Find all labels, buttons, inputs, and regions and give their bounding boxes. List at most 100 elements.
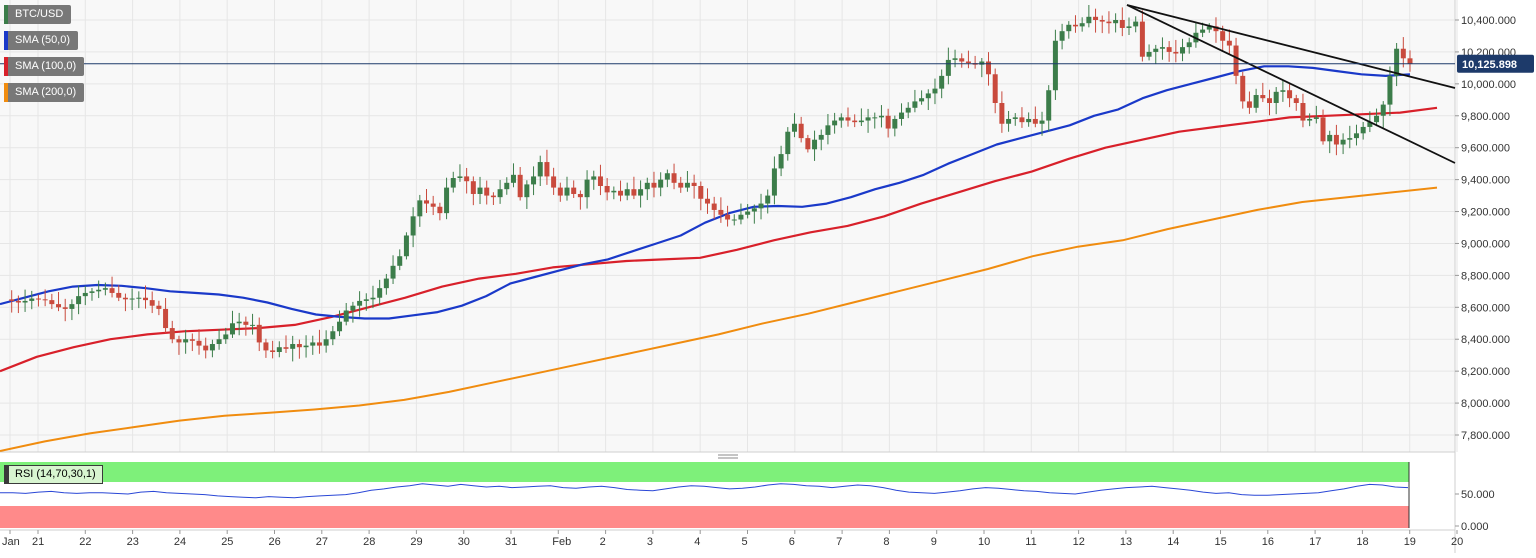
candle-body <box>89 291 95 293</box>
candle-body <box>243 321 249 325</box>
candle-body <box>952 58 958 60</box>
legend-sma-100[interactable]: SMA (100,0) <box>4 57 85 76</box>
candle-body <box>1086 16 1092 24</box>
candle-body <box>477 187 483 194</box>
candle-body <box>223 334 229 340</box>
candle-body <box>1320 117 1326 142</box>
legend-sma-200[interactable]: SMA (200,0) <box>4 83 85 102</box>
candle-body <box>604 186 610 193</box>
candle-body <box>1394 48 1400 76</box>
candle-body <box>1059 31 1065 41</box>
x-tick-label: Feb <box>552 536 571 548</box>
candle-body <box>664 173 670 180</box>
candle-body <box>316 342 322 346</box>
candle-body <box>999 103 1005 124</box>
legend-btcusd[interactable]: BTC/USD <box>4 5 72 24</box>
candle-body <box>1367 122 1373 127</box>
candle-body <box>450 178 456 188</box>
x-tick-label: 15 <box>1215 536 1227 548</box>
candle-body <box>56 304 62 308</box>
candle-body <box>337 321 343 332</box>
candle-body <box>490 195 496 198</box>
y-tick-label: 9,000.000 <box>1461 238 1510 250</box>
candle-body <box>82 292 88 297</box>
candle-body <box>725 214 731 220</box>
candle-body <box>149 300 155 306</box>
candle-body <box>1099 20 1105 22</box>
candle-body <box>1200 29 1206 33</box>
candle-body <box>109 288 115 293</box>
candle-body <box>397 256 403 266</box>
candle-body <box>357 300 363 306</box>
x-tick-label: 29 <box>410 536 422 548</box>
candle-body <box>584 179 590 198</box>
y-tick-label: 8,600.000 <box>1461 302 1510 314</box>
legend-sma-50[interactable]: SMA (50,0) <box>4 31 79 50</box>
candle-body <box>818 134 824 140</box>
candle-body <box>209 344 215 351</box>
candle-body <box>383 278 389 289</box>
candle-body <box>283 347 289 349</box>
candle-body <box>611 190 617 193</box>
candle-body <box>899 112 905 119</box>
candle-body <box>1133 21 1139 27</box>
x-tick-label: 8 <box>883 536 889 548</box>
candle-body <box>122 297 128 300</box>
candle-body <box>1240 75 1246 102</box>
candle-body <box>932 88 938 94</box>
candle-body <box>29 298 35 301</box>
candle-body <box>1220 31 1226 41</box>
candle-body <box>417 200 423 217</box>
candle-body <box>591 176 597 180</box>
x-tick-label: 28 <box>363 536 375 548</box>
candle-body <box>1159 47 1165 49</box>
candle-body <box>778 154 784 169</box>
candle-body <box>270 350 276 352</box>
pane-resize-handle[interactable] <box>718 454 738 459</box>
candle-body <box>1280 90 1286 92</box>
candle-body <box>484 187 490 196</box>
candle-body <box>189 339 195 341</box>
candle-body <box>939 75 945 89</box>
candle-body <box>1253 95 1259 108</box>
rsi-y-tick-label: 50.000 <box>1461 489 1495 501</box>
candle-body <box>631 189 637 196</box>
x-tick-label: 6 <box>789 536 795 548</box>
candle-body <box>203 345 209 351</box>
candle-body <box>183 339 189 343</box>
x-tick-label: 5 <box>742 536 748 548</box>
x-tick-label: 24 <box>174 536 186 548</box>
candle-body <box>658 179 664 188</box>
candle-body <box>1146 51 1152 57</box>
rsi-legend[interactable]: RSI (14,70,30,1) <box>4 465 103 484</box>
candle-body <box>812 139 818 150</box>
candle-body <box>1180 47 1186 54</box>
y-tick-label: 8,400.000 <box>1461 334 1510 346</box>
candle-body <box>745 211 751 215</box>
candle-body <box>1139 21 1145 57</box>
y-tick-label: 8,000.000 <box>1461 398 1510 410</box>
candle-body <box>1300 103 1306 121</box>
trendline-upper <box>1126 4 1456 89</box>
candle-body <box>169 328 175 340</box>
legend-label: SMA (50,0) <box>15 34 71 46</box>
candle-body <box>116 292 122 298</box>
candle-body <box>49 300 55 305</box>
candle-body <box>557 187 563 196</box>
candle-body <box>577 193 583 198</box>
candle-body <box>738 214 744 220</box>
candle-body <box>838 117 844 121</box>
candle-body <box>684 182 690 188</box>
candle-body <box>618 190 624 196</box>
candle-body <box>1340 139 1346 145</box>
x-tick-label: 10 <box>978 536 990 548</box>
candle-body <box>1066 24 1072 32</box>
candle-body <box>1052 40 1058 91</box>
y-tick-label: 9,800.000 <box>1461 111 1510 123</box>
candle-body <box>1046 90 1052 121</box>
y-tick-label: 10,000.000 <box>1461 79 1516 91</box>
candle-body <box>537 162 543 177</box>
y-tick-label: 10,400.000 <box>1461 15 1516 27</box>
candle-body <box>470 181 476 194</box>
